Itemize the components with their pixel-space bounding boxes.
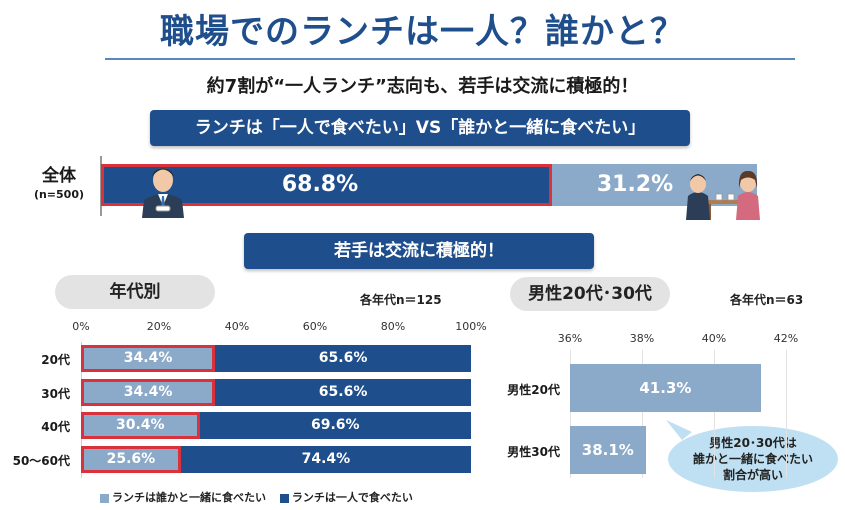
- legend-item-together: ランチは誰かと一緒に食べたい: [100, 491, 266, 504]
- page-subtitle: 約7割が“一人ランチ”志向も、若手は交流に積極的！: [206, 76, 639, 97]
- age-bar-alone: 69.6%: [199, 412, 471, 439]
- male-section-pill: 男性20代･30代: [510, 277, 670, 311]
- male-gridline: [786, 350, 787, 478]
- callout-bubble: 男性20･30代は 誰かと一緒に食べたい 割合が高い: [668, 426, 838, 492]
- callout-line-2: 誰かと一緒に食べたい: [692, 452, 813, 466]
- male-xtick-3: 42%: [773, 332, 799, 345]
- overall-together-bar: [552, 164, 757, 206]
- age-xtick-1: 20%: [146, 320, 172, 333]
- age-xtick-0: 0%: [72, 320, 90, 333]
- age-section-sample-note: 各年代n＝125: [360, 293, 442, 307]
- male-section-sample-note: 各年代n＝63: [730, 293, 804, 307]
- age-axis-line: [81, 342, 82, 478]
- male-gridline: [570, 350, 571, 478]
- callout-line-1: 男性20･30代は: [709, 436, 797, 450]
- callout-line-3: 割合が高い: [722, 468, 783, 482]
- overall-sample-size: (n=500): [33, 188, 85, 201]
- legend-label-alone: ランチは一人で食べたい: [291, 491, 413, 504]
- overall-label: 全体: [42, 166, 76, 186]
- comparison-banner: ランチは「一人で食べたい」VS「誰かと一緒に食べたい」: [150, 110, 690, 146]
- legend-swatch-together: [100, 493, 109, 503]
- male-row-label: 男性30代: [507, 445, 560, 459]
- male-row-label: 男性20代: [507, 383, 560, 397]
- callout-pointer: [666, 420, 692, 440]
- age-bar-alone: 65.6%: [215, 378, 471, 406]
- legend: ランチは誰かと一緒に食べたい ランチは一人で食べたい: [100, 489, 413, 505]
- age-xtick-4: 80%: [380, 320, 406, 333]
- person-eating-alone-icon: [142, 168, 184, 218]
- age-bar-alone: 74.4%: [180, 445, 471, 473]
- male-bar: 41.3%: [570, 364, 761, 412]
- male-gridline: [642, 350, 643, 478]
- age-bar-together: 30.4%: [81, 412, 200, 439]
- age-section-pill: 年代別: [55, 275, 215, 309]
- age-row-label: 20代: [41, 353, 70, 367]
- male-xtick-2: 40%: [701, 332, 727, 345]
- age-bar-together: 25.6%: [81, 445, 181, 473]
- page-title: 職場でのランチは一人？誰かと？: [160, 12, 685, 52]
- age-row-label: 50～60代: [12, 453, 70, 468]
- age-bar-together: 34.4%: [81, 345, 216, 372]
- male-bar: 38.1%: [570, 426, 646, 474]
- age-bar-alone: 65.6%: [215, 345, 471, 372]
- overall-alone-value: 68.8%: [281, 172, 359, 197]
- male-xtick-1: 38%: [629, 332, 655, 345]
- title-underline: [105, 58, 795, 60]
- age-xtick-2: 40%: [224, 320, 250, 333]
- overall-together-value: 31.2%: [596, 172, 674, 197]
- legend-swatch-alone: [279, 493, 289, 503]
- male-xtick-0: 36%: [557, 332, 583, 345]
- age-xtick-3: 60%: [302, 320, 328, 333]
- male-gridline: [714, 350, 715, 478]
- people-eating-together-icon: [686, 170, 760, 220]
- age-bar-together: 34.4%: [81, 378, 216, 406]
- legend-item-alone: ランチは一人で食べたい: [279, 491, 413, 504]
- age-row-label: 40代: [41, 420, 70, 434]
- age-xtick-5: 100%: [455, 320, 487, 333]
- young-banner: 若手は交流に積極的！: [244, 233, 594, 269]
- legend-label-together: ランチは誰かと一緒に食べたい: [112, 491, 266, 504]
- age-row-label: 30代: [41, 386, 70, 401]
